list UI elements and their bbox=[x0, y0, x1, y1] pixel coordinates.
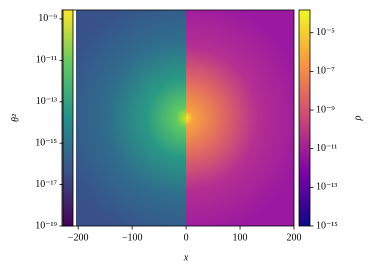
x-tick-label: 100 bbox=[233, 232, 248, 243]
colorbar-tick-label: 10⁻¹³ bbox=[316, 182, 337, 193]
colorbar bbox=[62, 9, 74, 227]
colorbar-tick-label: 10⁻¹¹ bbox=[36, 55, 57, 66]
x-tick-label: −200 bbox=[68, 232, 89, 243]
colorbar bbox=[298, 9, 311, 227]
plot-frame bbox=[61, 9, 295, 227]
colorbar-tick-label: 10⁻¹⁷ bbox=[35, 179, 57, 190]
colorbar-label: θ² bbox=[10, 113, 21, 122]
x-tick-label: 200 bbox=[287, 232, 302, 243]
x-axis-label: x bbox=[183, 252, 189, 263]
colorbar-tick-label: 10⁻⁷ bbox=[316, 66, 335, 77]
x-tick-label: 0 bbox=[184, 232, 189, 243]
colorbar-tick-label: 10⁻¹⁵ bbox=[316, 220, 338, 231]
colorbar-tick-label: 10⁻¹⁹ bbox=[35, 220, 57, 231]
theta-field bbox=[76, 10, 186, 226]
colorbar-tick-label: 10⁻¹⁵ bbox=[35, 137, 57, 148]
colorbar-label: ρ bbox=[352, 115, 363, 121]
colorbar-tick-label: 10⁻⁹ bbox=[38, 13, 57, 24]
colorbar-tick-label: 10⁻¹¹ bbox=[316, 143, 337, 154]
x-tick-label: −100 bbox=[122, 232, 143, 243]
colorbar-tick-label: 10⁻¹³ bbox=[36, 96, 57, 107]
colorbar-tick-label: 10⁻⁵ bbox=[316, 27, 335, 38]
density-field bbox=[186, 10, 294, 226]
colorbar-tick-label: 10⁻⁹ bbox=[316, 104, 335, 115]
